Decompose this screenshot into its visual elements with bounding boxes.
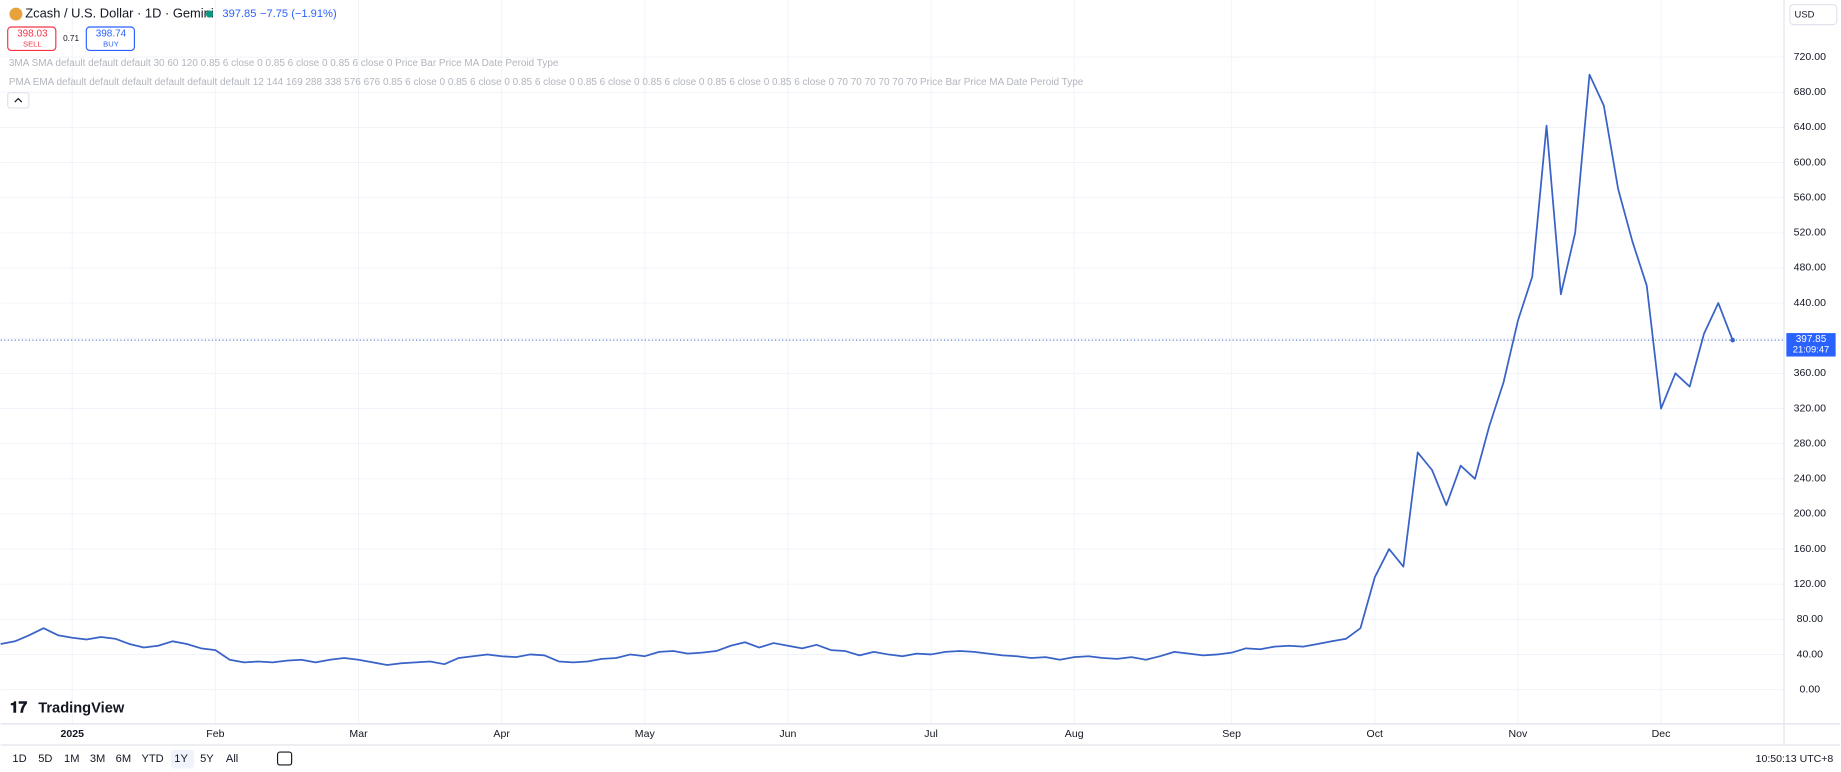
- date-range-button[interactable]: [276, 751, 293, 766]
- price-tag-value: 397.85: [1796, 334, 1827, 345]
- y-tick-label: 520.00: [1794, 227, 1826, 239]
- symbol-title[interactable]: Zcash / U.S. Dollar · 1D · Gemini: [25, 5, 213, 20]
- range-button[interactable]: 1D: [12, 753, 26, 765]
- y-tick-label: 320.00: [1794, 402, 1826, 414]
- range-button[interactable]: 1M: [64, 753, 79, 765]
- y-tick-label: 720.00: [1794, 51, 1826, 63]
- x-tick-label: Mar: [349, 728, 368, 740]
- plot: [0, 73, 1785, 666]
- indicator-legend[interactable]: 3MA SMA default default default 30 60 12…: [9, 58, 559, 69]
- y-tick-label: 240.00: [1794, 473, 1826, 485]
- range-button[interactable]: 1Y: [174, 753, 188, 765]
- brand[interactable]: TradingView: [38, 701, 125, 717]
- y-tick-label: 480.00: [1794, 262, 1826, 274]
- y-tick-label: 440.00: [1794, 297, 1826, 309]
- indicator-legend[interactable]: PMA EMA default default default default …: [9, 77, 1084, 88]
- coin-icon: [9, 7, 23, 21]
- y-tick-label: 640.00: [1794, 121, 1826, 133]
- x-tick-label: Jul: [924, 728, 937, 740]
- range-buttons: 1D 5D 1M 3M 6M YTD 1Y 5Y All: [12, 749, 293, 769]
- sell-button[interactable]: [7, 26, 57, 52]
- range-button[interactable]: 5Y: [200, 753, 214, 765]
- y-tick-label: 80.00: [1797, 613, 1824, 625]
- x-tick-label: May: [635, 728, 656, 740]
- x-tick-label: Sep: [1222, 728, 1241, 740]
- collapse-icon: [14, 97, 23, 103]
- collapse-button[interactable]: [7, 92, 30, 109]
- x-tick-label: Aug: [1065, 728, 1084, 740]
- grid: [0, 0, 1785, 724]
- y-tick-label: 160.00: [1794, 543, 1826, 555]
- buy-label[interactable]: BUY: [103, 40, 119, 49]
- spread: 0.71: [63, 34, 79, 43]
- x-tick-label: Oct: [1367, 728, 1383, 740]
- y-tick-label: 0.00: [1800, 683, 1821, 695]
- currency[interactable]: USD: [1795, 10, 1815, 20]
- x-tick-label: Feb: [206, 728, 224, 740]
- y-tick-label: 600.00: [1794, 156, 1826, 168]
- currency-button[interactable]: [1789, 4, 1838, 26]
- x-tick-label: 2025: [61, 728, 85, 740]
- x-tick-label: Apr: [493, 728, 510, 740]
- range-button[interactable]: YTD: [141, 753, 163, 765]
- price-change: −7.75 (−1.91%): [260, 8, 337, 20]
- sell-price[interactable]: 398.03: [17, 29, 48, 40]
- brand-logo[interactable]: 𝟏𝟕: [10, 700, 27, 717]
- y-tick-label: 200.00: [1794, 508, 1826, 520]
- x-tick-label: Jun: [779, 728, 796, 740]
- y-tick-label: 680.00: [1794, 86, 1826, 98]
- y-tick-label: 280.00: [1794, 437, 1826, 449]
- range-button[interactable]: 5D: [38, 753, 52, 765]
- range-button[interactable]: 3M: [90, 753, 105, 765]
- buy-price[interactable]: 398.74: [96, 29, 127, 40]
- price-tag-countdown: 21:09:47: [1793, 345, 1830, 355]
- price-line: [0, 73, 1734, 666]
- range-selected: [170, 749, 195, 769]
- y-tick-label: 360.00: [1794, 367, 1826, 379]
- range-button[interactable]: 6M: [116, 753, 131, 765]
- range-button[interactable]: All: [226, 753, 238, 765]
- market-status: [205, 10, 214, 18]
- sell-label[interactable]: SELL: [23, 40, 42, 49]
- y-tick-label: 120.00: [1794, 578, 1826, 590]
- clock: 10:50:13 UTC+8: [1756, 753, 1834, 765]
- last-point: [1730, 337, 1735, 343]
- x-tick-label: Nov: [1509, 728, 1528, 740]
- last-price: 397.85: [222, 8, 256, 20]
- buy-button[interactable]: [85, 26, 136, 52]
- y-tick-label: 40.00: [1797, 648, 1824, 660]
- price-tag: [1786, 333, 1836, 357]
- y-tick-label: 560.00: [1794, 191, 1826, 203]
- x-tick-label: Dec: [1652, 728, 1671, 740]
